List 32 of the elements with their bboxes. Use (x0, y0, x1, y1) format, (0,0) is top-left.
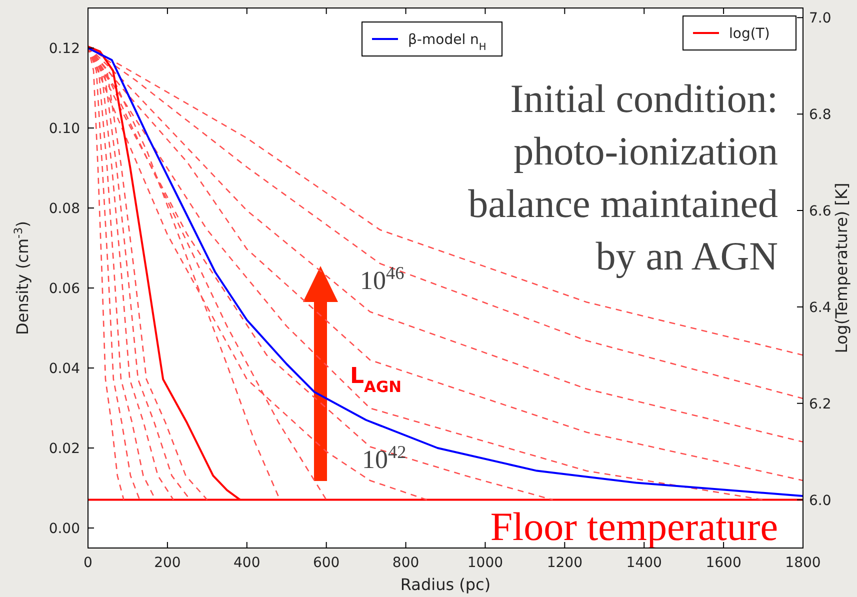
x-tick-label: 1000 (467, 555, 504, 571)
y2-tick-label: 6.8 (809, 107, 832, 124)
x-tick-label: 800 (392, 555, 420, 571)
y2-tick-label: 6.4 (809, 300, 832, 316)
y2-tick-label: 6.6 (809, 204, 832, 220)
annotation: Initial condition: photo-ionization balance maintained by an AGN (468, 76, 778, 278)
y2-tick-label: 6.2 (809, 396, 832, 412)
y2-tick-label: 6.0 (809, 492, 832, 509)
y-tick-label: 0.06 (48, 281, 80, 297)
y2-tick-label: 7.0 (809, 10, 832, 27)
x-tick-label: 200 (154, 555, 181, 571)
y-tick-label: 0.12 (48, 41, 80, 57)
y-tick-label: 0.00 (48, 521, 80, 537)
x-tick-label: 0 (84, 555, 92, 571)
y-tick-label: 0.04 (48, 361, 80, 377)
legend-label: β-model n$_{H}$ (408, 32, 486, 52)
y2-axis-title: Log(Temperature) [K] (832, 182, 851, 354)
annotation: 10$^{42}$ (362, 442, 406, 474)
annotation: 10$^{46}$ (360, 263, 404, 295)
y-tick-label: 0.02 (48, 441, 80, 457)
x-axis-title: Radius (pc) (400, 575, 491, 594)
y-tick-label: 0.08 (48, 201, 80, 217)
annotation: L$_{AGN}$ (350, 364, 402, 396)
x-tick-label: 1600 (706, 555, 742, 571)
x-tick-label: 400 (234, 555, 260, 571)
ref-line-label: Floor temperature (490, 504, 778, 549)
x-tick-label: 600 (312, 555, 340, 571)
legend-label: log(T) (729, 26, 770, 42)
y-tick-label: 0.10 (48, 121, 80, 137)
x-tick-label: 1800 (785, 555, 821, 571)
x-tick-label: 1200 (546, 555, 582, 571)
x-tick-label: 1400 (626, 555, 662, 571)
